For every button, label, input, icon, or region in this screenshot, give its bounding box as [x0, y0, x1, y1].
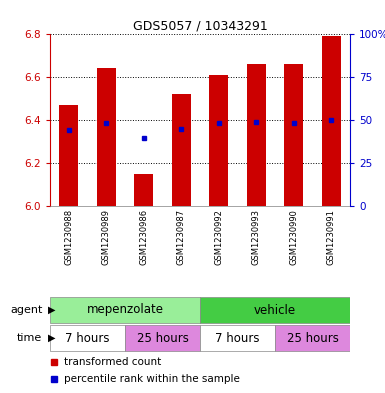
Text: GSM1230992: GSM1230992: [214, 209, 223, 264]
Bar: [322, 36, 341, 206]
Text: mepenzolate: mepenzolate: [87, 303, 164, 316]
Text: ▶: ▶: [48, 333, 55, 343]
Text: agent: agent: [10, 305, 42, 315]
Text: GSM1230990: GSM1230990: [289, 209, 298, 264]
Text: vehicle: vehicle: [254, 303, 296, 316]
Bar: [59, 105, 78, 206]
Bar: [134, 174, 153, 206]
Text: GSM1230993: GSM1230993: [252, 209, 261, 265]
Text: transformed count: transformed count: [64, 357, 161, 367]
Bar: [200, 325, 275, 351]
Bar: [172, 94, 191, 206]
Bar: [275, 325, 350, 351]
Bar: [247, 64, 266, 206]
Text: time: time: [17, 333, 42, 343]
Bar: [200, 297, 350, 323]
Text: 25 hours: 25 hours: [286, 332, 338, 345]
Text: ▶: ▶: [48, 305, 55, 315]
Text: 7 hours: 7 hours: [215, 332, 260, 345]
Text: GSM1230991: GSM1230991: [327, 209, 336, 264]
Bar: [285, 64, 303, 206]
Text: GSM1230987: GSM1230987: [177, 209, 186, 265]
Text: 25 hours: 25 hours: [137, 332, 188, 345]
Title: GDS5057 / 10343291: GDS5057 / 10343291: [132, 20, 267, 33]
Bar: [97, 68, 115, 206]
Text: GSM1230986: GSM1230986: [139, 209, 148, 265]
Text: GSM1230989: GSM1230989: [102, 209, 111, 265]
Bar: [209, 75, 228, 206]
Text: percentile rank within the sample: percentile rank within the sample: [64, 374, 239, 384]
Bar: [50, 325, 125, 351]
Text: GSM1230988: GSM1230988: [64, 209, 73, 265]
Text: 7 hours: 7 hours: [65, 332, 110, 345]
Bar: [50, 297, 200, 323]
Bar: [125, 325, 200, 351]
